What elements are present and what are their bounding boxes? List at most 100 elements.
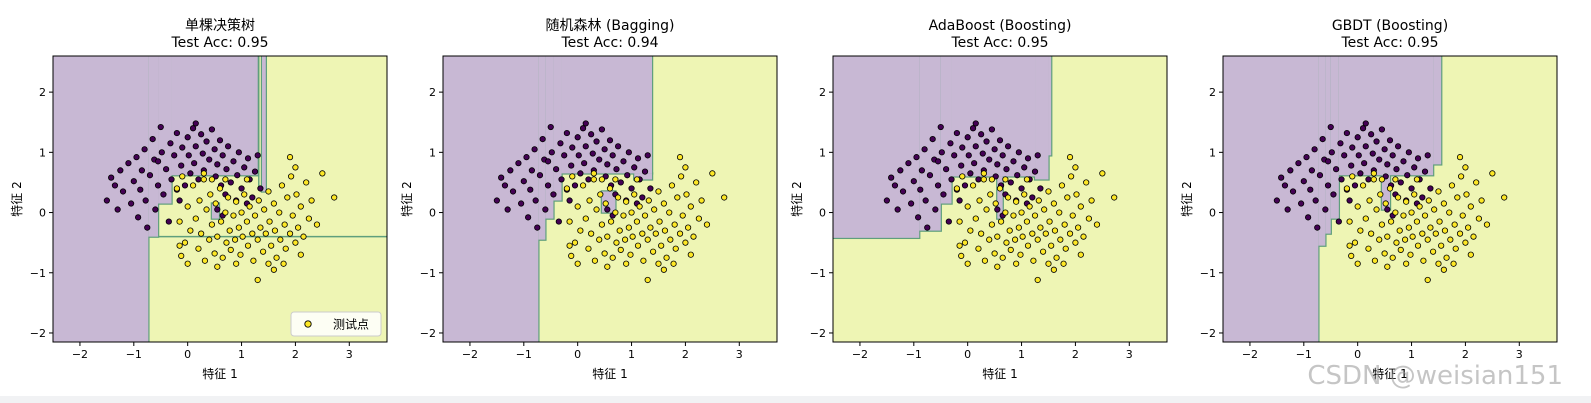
- data-point-class0: [575, 152, 582, 159]
- y-tick-label: 2: [39, 86, 46, 99]
- data-point-class1: [1041, 206, 1048, 213]
- data-point-class1: [1408, 209, 1415, 216]
- data-point-class1: [693, 179, 700, 186]
- data-point-class1: [280, 260, 287, 267]
- data-point-class1: [601, 250, 608, 257]
- data-point-class0: [1308, 167, 1315, 174]
- data-point-class1: [640, 257, 647, 264]
- data-point-class1: [1011, 236, 1019, 243]
- data-point-class0: [908, 200, 915, 207]
- data-point-class0: [956, 197, 963, 204]
- data-point-class1: [1023, 176, 1031, 183]
- data-point-class1: [196, 197, 203, 204]
- data-point-class0: [1348, 162, 1355, 169]
- x-tick-label: −2: [852, 348, 868, 361]
- data-point-class0: [994, 161, 1001, 168]
- data-point-class0: [1322, 206, 1329, 213]
- data-point-class0: [568, 162, 575, 169]
- data-point-class0: [206, 156, 213, 163]
- data-point-class1: [1376, 236, 1383, 243]
- data-point-class1: [303, 179, 310, 186]
- chart-subtitle: Test Acc: 0.94: [560, 35, 658, 51]
- data-point-class0: [525, 214, 532, 221]
- decision-region-class0: [1048, 56, 1052, 156]
- decision-region-class0: [1433, 56, 1442, 165]
- y-tick-label: 0: [39, 207, 46, 220]
- data-point-class1: [1058, 182, 1066, 189]
- data-point-class1: [1411, 191, 1418, 198]
- chart-subtitle: Test Acc: 0.95: [950, 35, 1048, 51]
- data-point-class1: [604, 263, 611, 270]
- data-point-class0: [1362, 143, 1369, 150]
- data-point-class1: [1424, 276, 1431, 284]
- data-point-class0: [1018, 185, 1025, 192]
- data-point-class0: [601, 146, 608, 153]
- data-point-class1: [663, 254, 670, 261]
- data-point-class0: [891, 182, 899, 189]
- data-point-class1: [1015, 224, 1022, 231]
- data-point-class1: [1378, 176, 1386, 183]
- data-point-class0: [929, 135, 936, 143]
- decision-region-class0: [158, 56, 172, 204]
- data-point-class1: [602, 200, 609, 207]
- data-point-class1: [709, 170, 716, 177]
- data-point-class1: [568, 252, 575, 259]
- data-point-class1: [964, 260, 971, 267]
- data-point-class1: [249, 230, 256, 237]
- y-axis-label: 特征 2: [399, 181, 414, 216]
- data-point-class1: [250, 257, 257, 264]
- y-tick-label: 1: [39, 146, 46, 159]
- data-point-class0: [1298, 200, 1305, 207]
- decision-region-class0: [262, 56, 266, 192]
- data-point-class0: [899, 188, 907, 195]
- data-point-class1: [588, 230, 595, 237]
- data-point-class1: [1394, 194, 1402, 201]
- data-point-class0: [1037, 185, 1044, 192]
- data-point-class0: [1355, 152, 1362, 159]
- data-point-class1: [690, 233, 697, 240]
- decision-region-class0: [833, 56, 920, 238]
- data-point-class1: [184, 260, 191, 267]
- data-point-class0: [613, 166, 620, 173]
- data-point-class0: [1354, 134, 1361, 141]
- data-point-class1: [582, 215, 589, 222]
- data-point-class1: [282, 245, 289, 252]
- data-point-class0: [168, 176, 175, 183]
- x-tick-label: 0: [574, 348, 581, 361]
- data-point-class1: [1006, 227, 1013, 234]
- data-point-class0: [1004, 143, 1012, 150]
- plot-area: [1223, 56, 1557, 342]
- data-point-class0: [1405, 149, 1412, 156]
- data-point-class1: [616, 227, 623, 234]
- x-tick-label: 1: [238, 348, 245, 361]
- data-point-class1: [958, 252, 965, 259]
- data-point-class0: [1404, 172, 1411, 179]
- data-point-class1: [1463, 191, 1470, 198]
- data-point-class1: [996, 185, 1004, 192]
- data-point-class1: [1419, 230, 1426, 237]
- data-point-class1: [1421, 212, 1429, 219]
- data-point-class0: [251, 168, 259, 175]
- data-point-class0: [1307, 186, 1314, 193]
- y-tick-label: −1: [420, 267, 436, 280]
- data-point-class0: [983, 138, 990, 145]
- data-point-class0: [536, 172, 544, 179]
- data-point-class0: [547, 123, 554, 131]
- data-point-class0: [1010, 158, 1017, 165]
- data-point-class1: [216, 185, 224, 192]
- data-point-class1: [1441, 227, 1449, 234]
- data-point-class1: [244, 242, 252, 249]
- data-point-class1: [243, 176, 251, 183]
- data-point-class0: [639, 194, 646, 201]
- data-point-class1: [1452, 245, 1459, 252]
- data-point-class1: [980, 170, 987, 177]
- data-point-class0: [1400, 158, 1407, 165]
- data-point-class1: [286, 154, 294, 161]
- x-tick-label: −2: [72, 348, 88, 361]
- data-point-class0: [144, 224, 151, 231]
- data-point-class0: [137, 186, 144, 193]
- data-point-class1: [293, 191, 300, 198]
- data-point-class1: [1478, 197, 1485, 204]
- data-point-class0: [563, 129, 571, 137]
